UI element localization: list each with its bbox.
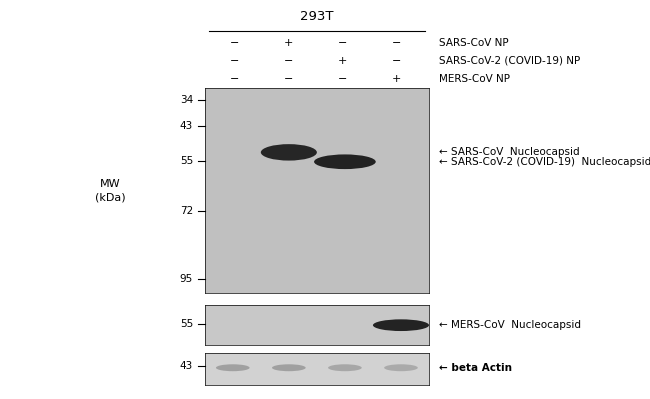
- Text: ← MERS-CoV  Nucleocapsid: ← MERS-CoV Nucleocapsid: [439, 320, 580, 330]
- Text: SARS-CoV NP: SARS-CoV NP: [439, 38, 508, 48]
- Text: −: −: [284, 74, 294, 84]
- Text: ← SARS-CoV  Nucleocapsid: ← SARS-CoV Nucleocapsid: [439, 147, 579, 157]
- Text: 55: 55: [180, 319, 193, 329]
- Text: 55: 55: [180, 156, 193, 166]
- Text: 43: 43: [180, 361, 193, 371]
- Text: ← beta Actin: ← beta Actin: [439, 363, 512, 373]
- Text: −: −: [230, 38, 240, 48]
- Text: 95: 95: [180, 274, 193, 284]
- Ellipse shape: [384, 364, 418, 371]
- Text: −: −: [392, 38, 401, 48]
- Text: 43: 43: [180, 121, 193, 131]
- Text: +: +: [284, 38, 294, 48]
- Ellipse shape: [261, 144, 317, 160]
- Text: ← SARS-CoV-2 (COVID-19)  Nucleocapsid: ← SARS-CoV-2 (COVID-19) Nucleocapsid: [439, 157, 650, 167]
- Text: 72: 72: [180, 206, 193, 216]
- Text: −: −: [284, 56, 294, 66]
- Text: +: +: [338, 56, 347, 66]
- Text: 34: 34: [180, 95, 193, 105]
- Ellipse shape: [216, 364, 250, 371]
- Text: −: −: [230, 74, 240, 84]
- Text: −: −: [230, 56, 240, 66]
- Ellipse shape: [373, 319, 429, 331]
- Text: −: −: [338, 74, 347, 84]
- Text: MW
(kDa): MW (kDa): [95, 179, 126, 202]
- Text: −: −: [392, 56, 401, 66]
- Ellipse shape: [328, 364, 361, 371]
- Text: +: +: [392, 74, 401, 84]
- Text: −: −: [338, 38, 347, 48]
- Text: MERS-CoV NP: MERS-CoV NP: [439, 74, 510, 84]
- Text: 293T: 293T: [300, 10, 333, 23]
- Ellipse shape: [272, 364, 306, 371]
- Ellipse shape: [314, 154, 376, 169]
- Text: SARS-CoV-2 (COVID-19) NP: SARS-CoV-2 (COVID-19) NP: [439, 56, 580, 66]
